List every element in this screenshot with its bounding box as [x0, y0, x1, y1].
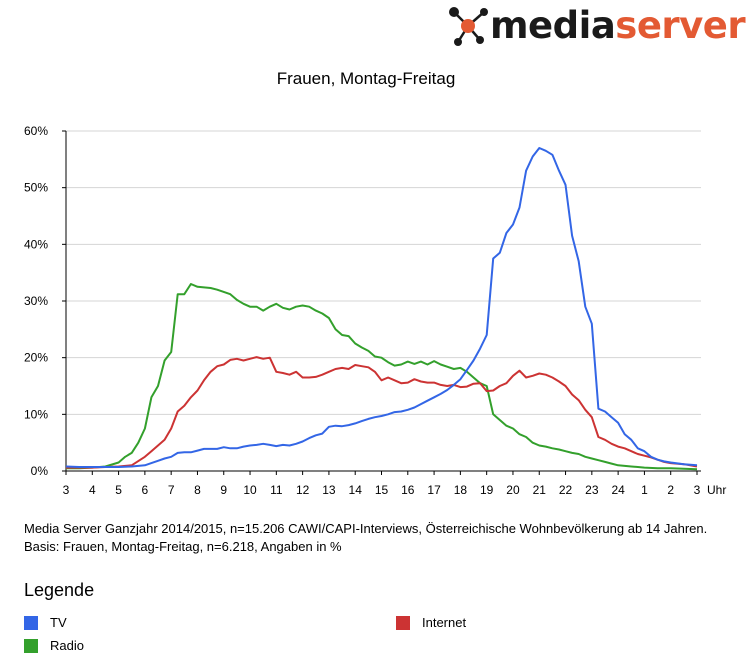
x-tick-label: 3 — [63, 483, 70, 497]
series-line-tv — [65, 147, 698, 468]
line-chart: 0%10%20%30%40%50%60%3 4 5 6 7 8 9 10 11 12 13 14 15 1… — [24, 124, 726, 497]
legend-item-tv: TV — [24, 615, 67, 630]
x-tick-label: 22 — [559, 483, 573, 497]
network-icon — [449, 7, 488, 46]
logo-text-media: media — [490, 4, 616, 47]
footnote-source: Media Server Ganzjahr 2014/2015, n=15.20… — [24, 521, 708, 536]
legend-swatch-radio — [24, 638, 38, 653]
mediaserver-logo: mediaserver — [442, 0, 756, 56]
x-tick-label: 1 — [641, 483, 648, 497]
footnote-basis: Basis: Frauen, Montag-Freitag, n=6.218, … — [24, 539, 342, 554]
logo-wordmark: mediaserver — [490, 2, 746, 50]
x-tick-label: 19 — [480, 483, 494, 497]
legend-label-internet: Internet — [422, 615, 467, 630]
x-tick-label: 23 — [585, 483, 599, 497]
y-tick-label: 60% — [24, 124, 48, 138]
x-tick-label: 10 — [243, 483, 257, 497]
legend-swatch-internet — [396, 615, 410, 630]
x-tick-label: 6 — [142, 483, 149, 497]
x-tick-label: 18 — [454, 483, 468, 497]
gridlines — [66, 130, 701, 415]
x-tick-label: 5 — [115, 483, 122, 497]
y-tick-label: 10% — [24, 407, 48, 421]
series-line-internet — [66, 356, 698, 469]
legend-swatch-tv — [24, 615, 38, 630]
legend-label-tv: TV — [50, 615, 67, 630]
footnote: Media Server Ganzjahr 2014/2015, n=15.20… — [24, 520, 714, 556]
x-tick-label: 4 — [89, 483, 96, 497]
x-tick-label: 17 — [427, 483, 441, 497]
legend-item-radio: Radio — [24, 638, 84, 653]
x-tick-label: 2 — [667, 483, 674, 497]
series-lines — [65, 147, 698, 471]
y-tick-label: 0% — [31, 464, 49, 478]
chart-title: Frauen, Montag-Freitag — [276, 69, 456, 88]
x-tick-label: 15 — [375, 483, 389, 497]
x-axis-unit-label: Uhr — [707, 483, 726, 497]
y-tick-label: 40% — [24, 237, 48, 251]
legend-item-internet: Internet — [396, 615, 466, 630]
logo-text-server: server — [615, 4, 746, 47]
x-tick-label: 8 — [194, 483, 201, 497]
x-tick-label: 24 — [611, 483, 625, 497]
x-tick-label: 16 — [401, 483, 415, 497]
y-tick-label: 20% — [24, 351, 48, 365]
tick-labels: 0%10%20%30%40%50%60%3 4 5 6 7 8 9 10 11 12 13 14 15 1… — [24, 124, 726, 497]
x-tick-label: 14 — [349, 483, 363, 497]
x-tick-label: 9 — [220, 483, 227, 497]
x-tick-label: 11 — [270, 483, 283, 497]
y-tick-label: 50% — [24, 181, 48, 195]
x-tick-label: 20 — [506, 483, 520, 497]
y-tick-label: 30% — [24, 294, 48, 308]
legend-title: Legende — [24, 580, 95, 600]
x-tick-label: 21 — [533, 483, 547, 497]
series-line-radio — [66, 283, 698, 471]
x-tick-label: 7 — [168, 483, 175, 497]
legend-label-radio: Radio — [50, 638, 84, 653]
x-tick-label: 3 — [694, 483, 701, 497]
axes — [62, 130, 701, 475]
x-tick-label: 13 — [322, 483, 336, 497]
x-tick-label: 12 — [296, 483, 310, 497]
